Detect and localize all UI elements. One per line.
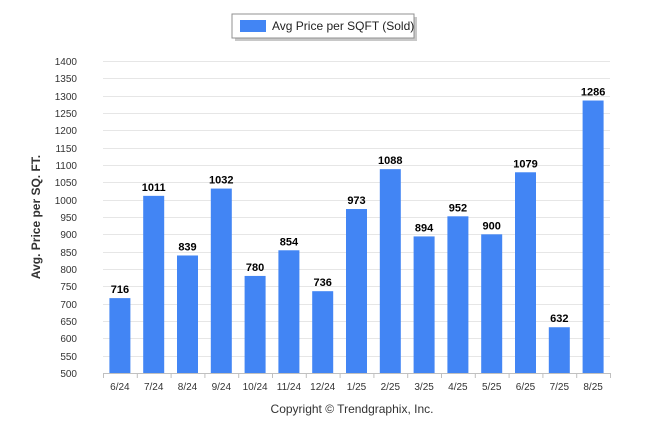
data-label: 736 — [314, 277, 332, 289]
x-tick-label: 6/24 — [110, 382, 130, 393]
x-tick-label: 8/25 — [583, 382, 603, 393]
y-tick-label: 1000 — [55, 196, 78, 207]
data-label: 1286 — [581, 87, 605, 99]
x-tick-label: 1/25 — [347, 382, 367, 393]
x-tick-label: 4/25 — [448, 382, 468, 393]
y-tick-label: 650 — [60, 317, 77, 328]
bar — [143, 195, 165, 373]
data-label: 780 — [246, 262, 264, 274]
bar — [177, 255, 198, 373]
data-labels: 716 1011 839 1032 780 854 736 973 1088 894 952 900 1… — [111, 87, 606, 326]
bar — [515, 172, 536, 373]
copyright-text: Copyright © Trendgraphix, Inc. — [271, 402, 434, 416]
data-label: 952 — [449, 202, 467, 214]
y-tick-label: 1250 — [55, 109, 78, 120]
data-label: 716 — [111, 284, 129, 296]
data-label: 973 — [347, 195, 365, 207]
data-label: 900 — [483, 220, 501, 232]
x-tick-label: 7/24 — [144, 382, 164, 393]
data-label: 632 — [550, 313, 568, 325]
legend-swatch — [240, 20, 266, 32]
x-tick-label: 8/24 — [178, 382, 198, 393]
x-tick-label: 3/25 — [414, 382, 434, 393]
y-tick-label: 850 — [60, 248, 77, 259]
y-tick-label: 750 — [60, 282, 77, 293]
x-tick-label: 11/24 — [277, 382, 302, 393]
data-label: 1088 — [378, 155, 402, 167]
bar — [481, 234, 503, 373]
y-axis-ticks: 500 550 600 650 700 750 800 850 900 950 1000 1050 11… — [55, 57, 78, 380]
y-tick-label: 1300 — [55, 92, 78, 103]
bar — [109, 298, 131, 373]
x-tick-label: 2/25 — [381, 382, 401, 393]
bar — [312, 291, 334, 373]
y-tick-label: 1100 — [55, 161, 77, 172]
data-label: 1079 — [513, 158, 537, 170]
y-tick-label: 1050 — [55, 178, 78, 189]
data-label: 894 — [415, 222, 434, 234]
data-label: 1032 — [209, 175, 233, 187]
y-tick-label: 500 — [60, 369, 77, 380]
y-tick-label: 1400 — [55, 57, 78, 68]
y-tick-label: 1200 — [55, 126, 78, 137]
y-tick-label: 600 — [60, 334, 77, 345]
y-tick-label: 1150 — [55, 144, 77, 155]
y-tick-label: 900 — [60, 230, 77, 241]
y-axis-label: Avg. Price per SQ. FT. — [29, 155, 43, 279]
bar — [346, 209, 367, 373]
data-label: 839 — [178, 241, 196, 253]
bar — [278, 250, 300, 373]
x-tick-label: 9/24 — [212, 382, 232, 393]
bar — [244, 275, 266, 373]
data-label: 854 — [280, 236, 299, 248]
legend-label: Avg Price per SQFT (Sold) — [272, 19, 414, 33]
bar — [413, 236, 435, 373]
y-tick-label: 550 — [60, 352, 77, 363]
bar — [582, 100, 604, 374]
x-tick-label: 10/24 — [243, 382, 268, 393]
x-tick-label: 5/25 — [482, 382, 502, 393]
y-tick-label: 700 — [60, 300, 77, 311]
y-tick-label: 1350 — [55, 74, 78, 85]
data-label: 1011 — [142, 182, 166, 194]
legend: Avg Price per SQFT (Sold) — [231, 13, 417, 41]
bar — [210, 188, 232, 373]
x-tick-label: 6/25 — [516, 382, 536, 393]
x-tick-label: 7/25 — [550, 382, 570, 393]
y-tick-label: 800 — [60, 265, 77, 276]
y-tick-label: 950 — [60, 213, 77, 224]
x-tick-label: 12/24 — [310, 382, 335, 393]
x-axis-ticks: 6/24 7/24 8/24 9/24 10/24 11/24 12/24 1/25 2/25 3… — [103, 373, 611, 393]
bar — [379, 169, 401, 373]
bar — [447, 216, 469, 373]
bars — [109, 100, 604, 374]
bar — [548, 327, 570, 373]
